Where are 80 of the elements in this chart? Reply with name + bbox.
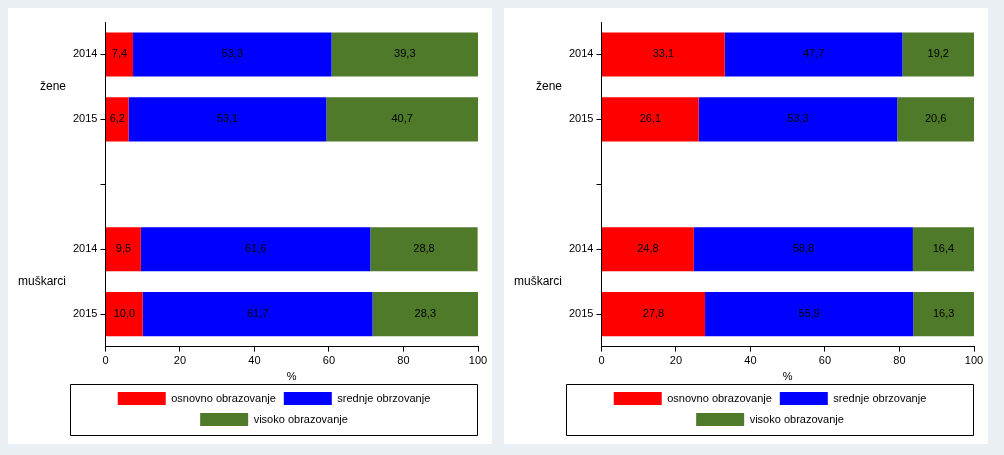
bar xyxy=(705,292,914,337)
data-label: 61,7 xyxy=(246,307,269,320)
y-tick-label: 2014 xyxy=(72,47,98,60)
y-tick-label: 2014 xyxy=(568,47,594,60)
x-tick-label: 20 xyxy=(173,354,187,367)
data-label: 26,1 xyxy=(639,112,662,125)
y-tick-label: 2015 xyxy=(568,112,594,125)
y-tick-label: 2014 xyxy=(568,242,594,255)
data-label: 7,4 xyxy=(111,47,128,60)
legend-label: visoko obrazovanje xyxy=(253,412,348,425)
bar xyxy=(601,292,706,337)
x-tick-label: 0 xyxy=(102,354,109,367)
bar xyxy=(105,227,141,272)
text: žene xyxy=(535,79,563,94)
y-tick-label: 2014 xyxy=(72,242,98,255)
x-tick-label: 40 xyxy=(744,354,757,367)
x-tick-label: 100 xyxy=(468,354,488,367)
legend-label: srednje obrzovanje xyxy=(337,391,431,404)
legend-label: osnovno obrazovanje xyxy=(667,391,772,404)
data-label: 6,2 xyxy=(109,112,125,125)
x-tick-label: 100 xyxy=(964,354,984,367)
y-tick-label: 2015 xyxy=(568,307,594,320)
bar xyxy=(142,292,373,337)
data-label: 16,4 xyxy=(932,242,955,255)
data-label: 61,6 xyxy=(244,242,267,255)
bar xyxy=(698,97,898,142)
data-label: 53,3 xyxy=(787,112,809,125)
bar xyxy=(601,32,725,77)
data-label: 16,3 xyxy=(932,307,955,320)
data-label: 40,7 xyxy=(391,112,413,125)
bar xyxy=(331,32,478,77)
y-tick-label: 2015 xyxy=(72,307,98,320)
bar xyxy=(724,32,903,77)
data-label: 39,3 xyxy=(394,47,416,60)
legend-label: osnovno obrazovanje xyxy=(171,391,276,404)
data-label: 27,8 xyxy=(642,307,665,320)
data-label: 28,3 xyxy=(414,307,436,320)
x-tick-label: 0 xyxy=(598,354,605,367)
x-tick-label: 60 xyxy=(818,354,832,367)
bar xyxy=(128,97,327,142)
data-label: 53,1 xyxy=(216,112,239,125)
bar xyxy=(693,227,913,272)
bar xyxy=(133,32,332,77)
bar xyxy=(105,292,143,337)
bar xyxy=(326,97,478,142)
bar xyxy=(370,227,478,272)
bar xyxy=(913,292,974,337)
data-label: 58,8 xyxy=(792,242,815,255)
x-tick-label: 80 xyxy=(397,354,410,367)
x-axis-title: % xyxy=(286,370,297,383)
text: muškarci xyxy=(513,273,562,288)
x-axis-title: % xyxy=(782,370,793,383)
bar xyxy=(105,97,129,142)
data-label: 20,6 xyxy=(924,112,947,125)
legend-label: visoko obrazovanje xyxy=(749,412,844,425)
bar xyxy=(372,292,478,337)
bar xyxy=(897,97,974,142)
bar xyxy=(140,227,371,272)
bar xyxy=(912,227,974,272)
data-label: 47,7 xyxy=(802,47,825,60)
data-label: 24,8 xyxy=(637,242,659,255)
data-label: 33,1 xyxy=(652,47,675,60)
data-label: 10,0 xyxy=(113,307,136,320)
x-tick-label: 80 xyxy=(893,354,906,367)
data-label: 55,9 xyxy=(798,307,820,320)
bar xyxy=(902,32,974,77)
data-label: 19,2 xyxy=(927,47,949,60)
x-tick-label: 40 xyxy=(248,354,261,367)
bar xyxy=(601,97,699,142)
x-tick-label: 60 xyxy=(322,354,336,367)
y-tick-label: 2015 xyxy=(72,112,98,125)
data-label: 9,5 xyxy=(115,242,132,255)
legend-label: srednje obrzovanje xyxy=(833,391,927,404)
data-label: 28,8 xyxy=(413,242,435,255)
x-tick-label: 20 xyxy=(669,354,683,367)
data-label: 53,3 xyxy=(221,47,244,60)
text: žene xyxy=(39,79,67,94)
bar xyxy=(601,227,694,272)
bar xyxy=(105,32,134,77)
text: muškarci xyxy=(17,273,66,288)
